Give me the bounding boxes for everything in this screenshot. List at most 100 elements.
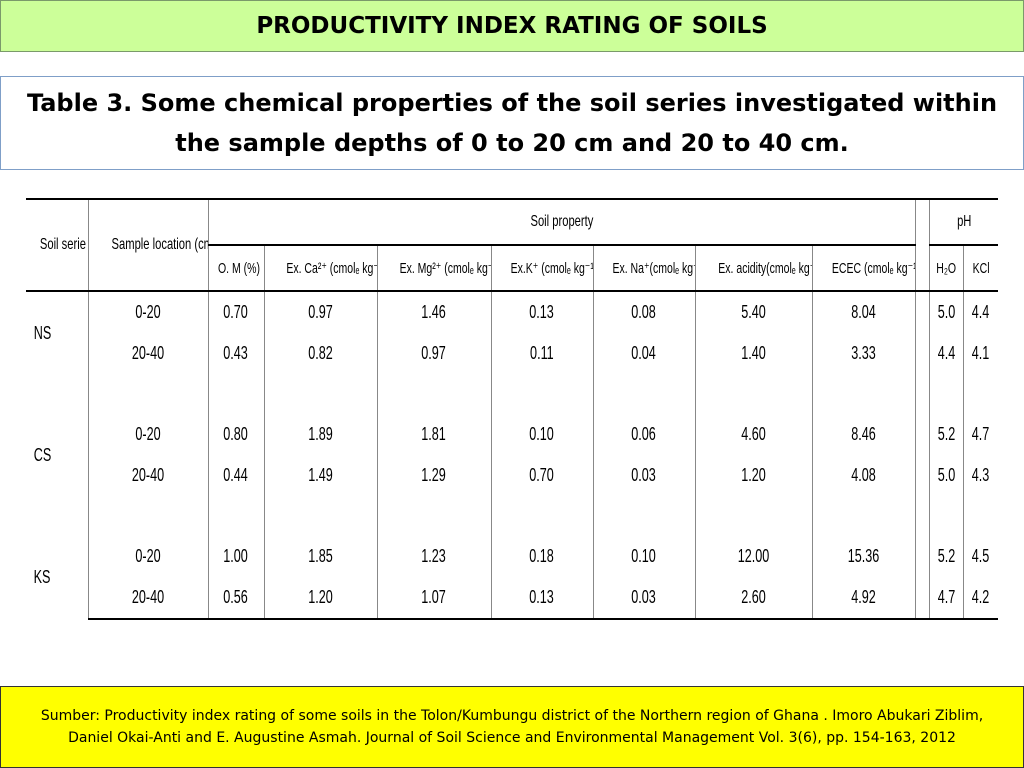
cell-acidity: 5.40 [694, 291, 812, 333]
cell-mg: 1.07 [376, 577, 491, 620]
table-header-column-row: O. M (%) Ex. Ca²⁺ (cmolₑ kg⁻¹) Ex. Mg²⁺ … [26, 244, 999, 292]
cell-ecec: 4.92 [811, 577, 916, 620]
cell-sample-location: 20-40 [87, 333, 208, 374]
spacer-cell [928, 374, 964, 414]
cell-acidity: 4.60 [694, 414, 812, 455]
cell-soil-serie: KS [33, 567, 51, 587]
col-header-na: Ex. Na⁺(cmolₑ kg⁻ [592, 244, 695, 292]
cell-spacer [914, 333, 930, 374]
table-row: NS 0-20 0.70 0.97 1.46 0.13 0.08 5.40 8.04 5.0 4.4 [26, 291, 999, 343]
table-header-group-row: Soil serie Sample location (cm) Soil pro… [26, 198, 999, 292]
table-caption-box: Table 3. Some chemical properties of the… [0, 76, 1024, 170]
cell-spacer [914, 291, 930, 333]
cell-ca: 0.97 [263, 291, 377, 333]
cell-om: 1.00 [207, 536, 264, 577]
cell-na: 0.08 [592, 291, 695, 333]
spacer-cell [811, 374, 916, 414]
col-header-om: O. M (%) [207, 244, 264, 292]
cell-ca: 0.82 [263, 333, 377, 374]
spacer-cell [962, 374, 999, 414]
spacer-cell [26, 496, 88, 536]
cell-acidity: 2.60 [694, 577, 812, 620]
spacer-cell [914, 496, 930, 536]
cell-na: 0.03 [592, 455, 695, 496]
spacer-cell [490, 374, 593, 414]
col-header-soil-serie: Soil serie [26, 198, 88, 292]
table-body: NS 0-20 0.70 0.97 1.46 0.13 0.08 5.40 8.04 5.0 4.4… [26, 291, 999, 620]
cell-k: 0.13 [490, 577, 593, 620]
cell-om: 0.43 [207, 333, 264, 374]
spacer-cell [263, 496, 377, 536]
cell-soil-serie: CS [33, 444, 52, 465]
cell-sample-location: 20-40 [87, 455, 208, 496]
cell-k: 0.70 [490, 455, 593, 496]
spacer-cell [490, 496, 593, 536]
spacer-cell [694, 374, 812, 414]
col-header-acidity: Ex. acidity(cmolₑ kg⁻¹) [694, 244, 812, 292]
cell-ph-kcl: 4.3 [962, 455, 999, 496]
cell-ph-h2o: 5.0 [928, 455, 964, 496]
spacer-cell [592, 374, 695, 414]
spacer-cell [87, 374, 208, 414]
cell-spacer [914, 455, 930, 496]
cell-ecec: 15.36 [811, 536, 916, 577]
cell-ph-h2o: 4.7 [928, 577, 964, 620]
cell-spacer [914, 536, 930, 577]
cell-mg: 1.29 [376, 455, 491, 496]
cell-ph-h2o: 4.4 [928, 333, 964, 374]
table-row: KS 0-20 1.00 1.85 1.23 0.18 0.10 12.00 15.36 5.2 4… [26, 536, 999, 587]
cell-na: 0.04 [592, 333, 695, 374]
cell-k: 0.18 [490, 536, 593, 577]
cell-spacer [914, 577, 930, 620]
cell-soil-serie: NS [33, 322, 52, 343]
cell-na: 0.06 [592, 414, 695, 455]
spacer-cell [26, 374, 88, 414]
group-header-ph: pH [928, 198, 999, 245]
spacer-cell [914, 374, 930, 414]
cell-ca: 1.85 [263, 536, 377, 577]
cell-om: 0.70 [207, 291, 264, 333]
cell-k: 0.13 [490, 291, 593, 333]
col-header-ca: Ex. Ca²⁺ (cmolₑ kg⁻¹) [263, 244, 377, 292]
cell-sample-location: 0-20 [87, 291, 208, 333]
cell-ca: 1.20 [263, 577, 377, 620]
cell-mg: 1.23 [376, 536, 491, 577]
cell-na: 0.10 [592, 536, 695, 577]
cell-ecec: 8.46 [811, 414, 916, 455]
cell-spacer [914, 414, 930, 455]
spacer-cell [928, 496, 964, 536]
cell-ecec: 4.08 [811, 455, 916, 496]
table-row: 20-40 0.43 0.82 0.97 0.11 0.04 1.40 3.33 4.4 4.1 [26, 333, 999, 374]
spacer-cell [376, 496, 491, 536]
cell-om: 0.44 [207, 455, 264, 496]
source-citation-box: Sumber: Productivity index rating of som… [0, 686, 1024, 768]
spacer-cell [207, 374, 264, 414]
cell-ecec: 3.33 [811, 333, 916, 374]
col-header-sample-location: Sample location (cm) [87, 198, 208, 292]
spacer-cell [592, 496, 695, 536]
cell-sample-location: 0-20 [87, 536, 208, 577]
cell-acidity: 1.40 [694, 333, 812, 374]
cell-mg: 1.81 [376, 414, 491, 455]
cell-mg: 1.46 [376, 291, 491, 333]
slide-title: PRODUCTIVITY INDEX RATING OF SOILS [256, 13, 768, 39]
cell-sample-location: 0-20 [87, 414, 208, 455]
source-citation: Sumber: Productivity index rating of som… [40, 708, 984, 746]
cell-acidity: 1.20 [694, 455, 812, 496]
spacer-cell [811, 496, 916, 536]
cell-acidity: 12.00 [694, 536, 812, 577]
cell-ph-kcl: 4.7 [962, 414, 999, 455]
col-header-mg: Ex. Mg²⁺ (cmolₑ kg⁻¹) [376, 244, 491, 292]
spacer-cell [694, 496, 812, 536]
spacer-cell [376, 374, 491, 414]
col-header-kcl: KCl [962, 244, 999, 292]
table-row: 20-40 0.56 1.20 1.07 0.13 0.03 2.60 4.92 4.7 4.2 [26, 577, 999, 620]
cell-ph-kcl: 4.4 [962, 291, 999, 333]
series-spacer-row [26, 496, 999, 536]
cell-k: 0.11 [490, 333, 593, 374]
cell-ph-h2o: 5.2 [928, 536, 964, 577]
col-header-k: Ex.K⁺ (cmolₑ kg⁻¹) [490, 244, 593, 292]
spacer-cell [207, 496, 264, 536]
group-header-soil-property: Soil property [207, 198, 916, 245]
cell-mg: 0.97 [376, 333, 491, 374]
